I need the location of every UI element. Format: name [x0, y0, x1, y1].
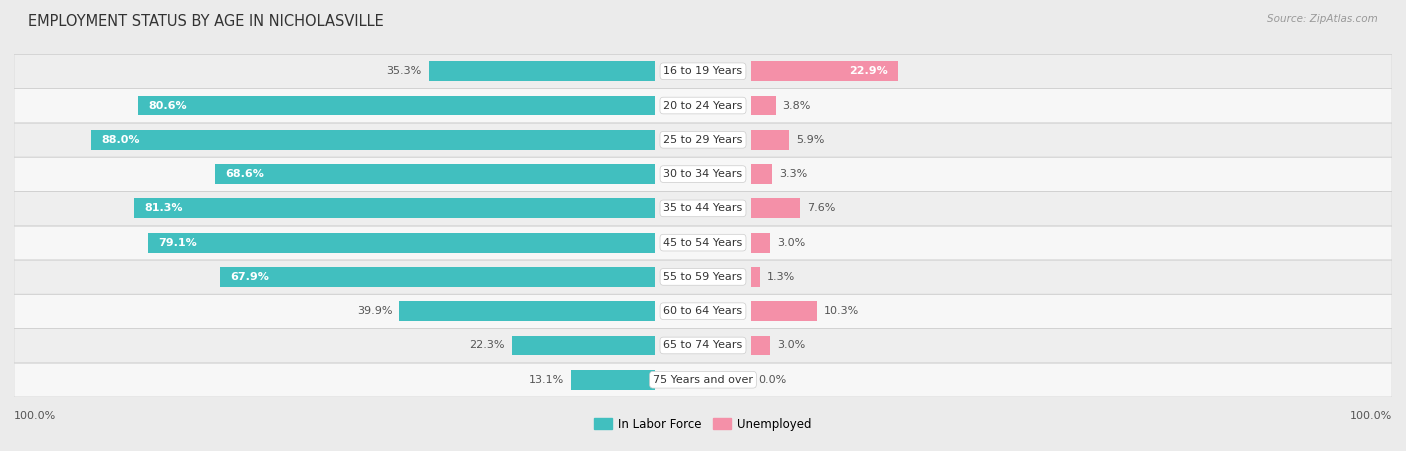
Bar: [751, 336, 770, 355]
FancyBboxPatch shape: [14, 226, 1392, 260]
Text: 0.0%: 0.0%: [758, 375, 786, 385]
Text: 67.9%: 67.9%: [231, 272, 269, 282]
Bar: [571, 370, 655, 390]
Bar: [512, 336, 655, 355]
FancyBboxPatch shape: [14, 328, 1392, 363]
Bar: [751, 164, 772, 184]
Bar: [751, 301, 817, 321]
Text: 39.9%: 39.9%: [357, 306, 392, 316]
Bar: [751, 130, 789, 150]
Text: 13.1%: 13.1%: [529, 375, 564, 385]
FancyBboxPatch shape: [14, 294, 1392, 328]
Bar: [134, 198, 655, 218]
Bar: [751, 233, 770, 253]
Bar: [751, 96, 776, 115]
Bar: [751, 198, 800, 218]
Text: 22.3%: 22.3%: [470, 341, 505, 350]
Text: 75 Years and over: 75 Years and over: [652, 375, 754, 385]
Text: 100.0%: 100.0%: [1350, 410, 1392, 421]
Text: 25 to 29 Years: 25 to 29 Years: [664, 135, 742, 145]
Bar: [215, 164, 655, 184]
Text: 45 to 54 Years: 45 to 54 Years: [664, 238, 742, 248]
Text: 81.3%: 81.3%: [145, 203, 183, 213]
FancyBboxPatch shape: [14, 88, 1392, 123]
FancyBboxPatch shape: [14, 191, 1392, 226]
FancyBboxPatch shape: [14, 260, 1392, 294]
Text: 20 to 24 Years: 20 to 24 Years: [664, 101, 742, 110]
Bar: [429, 61, 655, 81]
Text: 100.0%: 100.0%: [14, 410, 56, 421]
Text: 16 to 19 Years: 16 to 19 Years: [664, 66, 742, 76]
Legend: In Labor Force, Unemployed: In Labor Force, Unemployed: [589, 413, 817, 436]
FancyBboxPatch shape: [14, 157, 1392, 191]
Text: 60 to 64 Years: 60 to 64 Years: [664, 306, 742, 316]
Text: 65 to 74 Years: 65 to 74 Years: [664, 341, 742, 350]
Text: 5.9%: 5.9%: [796, 135, 824, 145]
Text: 55 to 59 Years: 55 to 59 Years: [664, 272, 742, 282]
Bar: [399, 301, 655, 321]
Text: EMPLOYMENT STATUS BY AGE IN NICHOLASVILLE: EMPLOYMENT STATUS BY AGE IN NICHOLASVILL…: [28, 14, 384, 28]
Text: 35 to 44 Years: 35 to 44 Years: [664, 203, 742, 213]
Text: 88.0%: 88.0%: [101, 135, 139, 145]
Text: 3.0%: 3.0%: [778, 238, 806, 248]
Text: 79.1%: 79.1%: [159, 238, 197, 248]
FancyBboxPatch shape: [14, 123, 1392, 157]
Bar: [138, 96, 655, 115]
Text: 30 to 34 Years: 30 to 34 Years: [664, 169, 742, 179]
Text: Source: ZipAtlas.com: Source: ZipAtlas.com: [1267, 14, 1378, 23]
Bar: [751, 267, 759, 287]
FancyBboxPatch shape: [14, 54, 1392, 88]
Text: 7.6%: 7.6%: [807, 203, 835, 213]
Text: 22.9%: 22.9%: [849, 66, 887, 76]
Bar: [219, 267, 655, 287]
Text: 1.3%: 1.3%: [766, 272, 794, 282]
Text: 10.3%: 10.3%: [824, 306, 859, 316]
Bar: [751, 61, 898, 81]
Bar: [91, 130, 655, 150]
Text: 3.8%: 3.8%: [783, 101, 811, 110]
Text: 80.6%: 80.6%: [149, 101, 187, 110]
Text: 68.6%: 68.6%: [225, 169, 264, 179]
Text: 3.0%: 3.0%: [778, 341, 806, 350]
Text: 3.3%: 3.3%: [779, 169, 807, 179]
Text: 35.3%: 35.3%: [387, 66, 422, 76]
Bar: [148, 233, 655, 253]
FancyBboxPatch shape: [14, 363, 1392, 397]
